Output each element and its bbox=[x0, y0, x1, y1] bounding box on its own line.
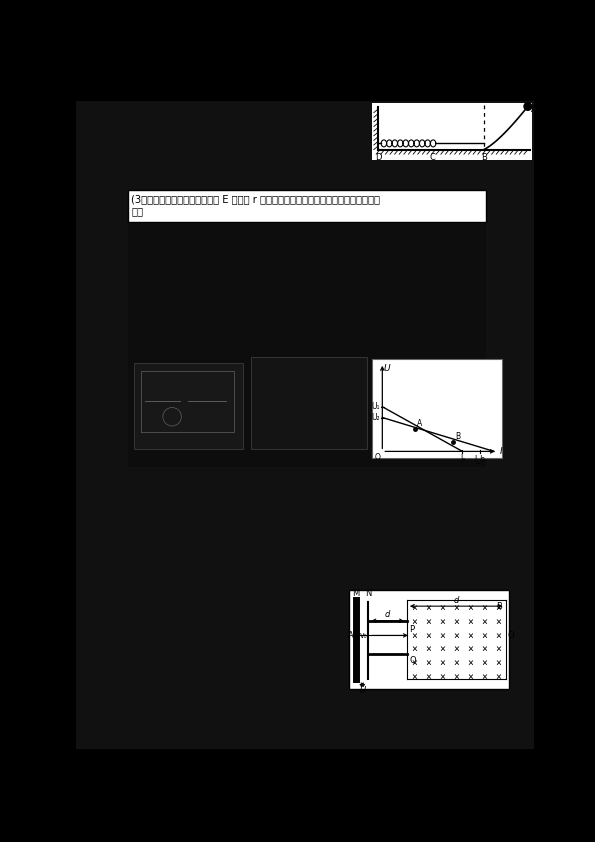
Circle shape bbox=[524, 103, 532, 110]
Text: ×: × bbox=[481, 616, 487, 626]
Text: ×: × bbox=[425, 672, 431, 682]
Text: ×: × bbox=[481, 658, 487, 669]
Text: U₁: U₁ bbox=[371, 402, 380, 411]
Text: ×: × bbox=[440, 631, 445, 641]
Text: N: N bbox=[365, 589, 372, 599]
Text: v₀: v₀ bbox=[360, 631, 368, 640]
Text: ×: × bbox=[495, 658, 501, 669]
Text: C: C bbox=[430, 153, 436, 163]
Text: ×: × bbox=[481, 672, 487, 682]
Text: I_b: I_b bbox=[475, 454, 486, 463]
Text: ×: × bbox=[425, 616, 431, 626]
Text: ×: × bbox=[481, 644, 487, 654]
Text: ×: × bbox=[412, 631, 418, 641]
Bar bbox=[129, 224, 486, 466]
Text: ×: × bbox=[453, 658, 459, 669]
Text: B: B bbox=[496, 602, 502, 611]
Text: ×: × bbox=[467, 658, 473, 669]
Text: ×: × bbox=[440, 672, 445, 682]
Text: ×: × bbox=[440, 644, 445, 654]
Text: ×: × bbox=[481, 603, 487, 613]
Text: (3）．在测量一节干电池电动势 E 和内阻 r 的实验中，某同学设计了如图甲所示的实验电: (3）．在测量一节干电池电动势 E 和内阻 r 的实验中，某同学设计了如图甲所示… bbox=[131, 195, 380, 205]
Text: ×: × bbox=[453, 644, 459, 654]
Text: ×: × bbox=[467, 644, 473, 654]
Text: U₂: U₂ bbox=[371, 413, 380, 422]
Text: M: M bbox=[352, 589, 360, 599]
Text: ×: × bbox=[467, 603, 473, 613]
Text: ×: × bbox=[412, 658, 418, 669]
Text: Iₐ: Iₐ bbox=[460, 454, 465, 463]
Text: ×: × bbox=[495, 631, 501, 641]
Text: ×: × bbox=[412, 603, 418, 613]
Text: U: U bbox=[384, 365, 390, 373]
Text: I: I bbox=[499, 447, 502, 456]
Text: ×: × bbox=[412, 616, 418, 626]
Text: ×: × bbox=[467, 631, 473, 641]
Text: O: O bbox=[508, 631, 515, 640]
Text: Q: Q bbox=[409, 656, 416, 665]
Text: ×: × bbox=[425, 603, 431, 613]
Text: ×: × bbox=[440, 603, 445, 613]
Text: ×: × bbox=[495, 616, 501, 626]
Bar bbox=[372, 104, 533, 160]
Text: P: P bbox=[409, 625, 414, 634]
Text: d: d bbox=[453, 595, 459, 605]
Text: A: A bbox=[348, 631, 354, 640]
Text: ×: × bbox=[425, 644, 431, 654]
Bar bbox=[349, 590, 509, 689]
Text: ×: × bbox=[425, 658, 431, 669]
Text: ×: × bbox=[481, 631, 487, 641]
Text: ×: × bbox=[453, 631, 459, 641]
Text: ×: × bbox=[467, 672, 473, 682]
Text: ×: × bbox=[453, 603, 459, 613]
Bar bbox=[129, 189, 486, 222]
Bar bbox=[372, 359, 502, 457]
Text: ×: × bbox=[495, 644, 501, 654]
Text: d: d bbox=[385, 610, 390, 619]
Text: ×: × bbox=[495, 603, 501, 613]
Text: A: A bbox=[417, 419, 422, 429]
Text: ×: × bbox=[412, 672, 418, 682]
Bar bbox=[252, 357, 367, 449]
Text: ×: × bbox=[453, 672, 459, 682]
Text: B: B bbox=[456, 433, 461, 441]
Text: ×: × bbox=[495, 672, 501, 682]
Text: ×: × bbox=[440, 658, 445, 669]
Text: B: B bbox=[481, 153, 487, 163]
Text: ×: × bbox=[453, 616, 459, 626]
Text: ×: × bbox=[467, 616, 473, 626]
Text: ×: × bbox=[412, 644, 418, 654]
Bar bbox=[134, 363, 243, 449]
Text: A: A bbox=[531, 105, 537, 114]
Text: 路．: 路． bbox=[131, 205, 143, 216]
Text: U: U bbox=[359, 686, 365, 695]
Text: D: D bbox=[375, 153, 382, 163]
Text: ×: × bbox=[440, 616, 445, 626]
Text: ×: × bbox=[425, 631, 431, 641]
Text: O: O bbox=[374, 453, 380, 462]
